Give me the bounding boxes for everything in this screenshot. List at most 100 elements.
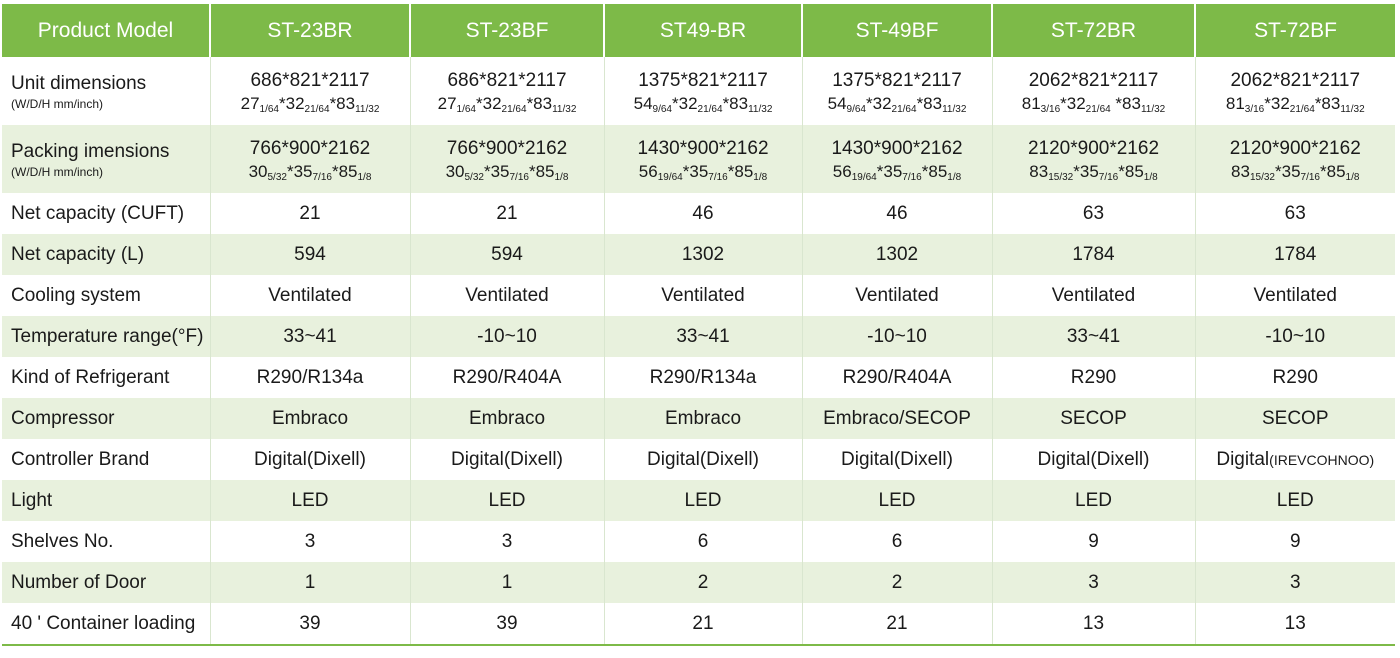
inch-fraction: 3/16	[1040, 103, 1061, 115]
table-cell: 2	[603, 562, 802, 603]
dimension-mm: 2120*900*2162	[1229, 137, 1361, 159]
table-row: Compressor Embraco Embraco Embraco Embraco/S…	[2, 398, 1395, 439]
row-label: Light	[2, 480, 210, 521]
table-cell: 1430*900*2162 5619/64*357/16*851/8	[801, 125, 992, 193]
table-row: Temperature range(°F) 33~41 -10~10 33~41 -10…	[2, 316, 1395, 357]
inch-fraction: 19/64	[657, 171, 683, 183]
cell-value: 1	[501, 571, 513, 593]
cell-value: Ventilated	[465, 284, 549, 306]
inch-fraction: 19/64	[851, 171, 877, 183]
inch-fraction: 15/32	[1249, 171, 1275, 183]
header-model: ST-49BF	[801, 4, 992, 57]
inch-fraction: 3/16	[1244, 103, 1265, 115]
table-cell: 46	[603, 193, 802, 234]
table-cell: 6	[801, 521, 992, 562]
cell-value: SECOP	[1261, 407, 1329, 429]
inch-fraction: 11/32	[1340, 103, 1365, 115]
inch-whole: 27	[240, 93, 260, 113]
cell-value: 46	[692, 202, 714, 224]
cell-value: 33~41	[1066, 325, 1121, 347]
cell-value: 13	[1082, 612, 1105, 634]
row-label: Cooling system	[2, 275, 210, 316]
inch-whole: *32	[1264, 93, 1290, 113]
table-cell: 6	[603, 521, 802, 562]
inch-whole: 81	[1225, 93, 1245, 113]
table-cell: R290	[991, 357, 1195, 398]
inch-whole: *83	[329, 93, 356, 113]
cell-value: Embraco	[468, 407, 546, 429]
table-cell: 9	[991, 521, 1195, 562]
table-cell: Digital(IREVCOHNOO)	[1194, 439, 1395, 480]
inch-whole: *85	[528, 161, 555, 181]
table-cell: Ventilated	[209, 275, 410, 316]
cell-value: R290	[1070, 366, 1117, 388]
cell-value: -10~10	[1265, 325, 1326, 347]
table-cell: 1375*821*2117 549/64*3221/64*8311/32	[603, 57, 802, 125]
cell-value: 594	[491, 243, 523, 265]
inch-whole: *32	[672, 93, 698, 113]
table-cell: 1375*821*2117 549/64*3221/64*8311/32	[801, 57, 992, 125]
inch-fraction: 9/64	[652, 103, 672, 115]
inch-whole: *35	[682, 161, 709, 181]
cell-value: 39	[299, 612, 321, 634]
table-cell: 21	[603, 603, 802, 646]
table-cell: R290	[1194, 357, 1395, 398]
cell-value: SECOP	[1060, 407, 1127, 429]
table-cell: -10~10	[1194, 316, 1395, 357]
cell-value: R290/R134a	[649, 366, 757, 388]
cell-value: LED	[684, 489, 722, 511]
table-cell: 33~41	[603, 316, 802, 357]
cell-value: 63	[1082, 202, 1105, 224]
table-cell: 686*821*2117 271/64*3221/64*8311/32	[409, 57, 604, 125]
inch-whole: *35	[1073, 161, 1099, 181]
table-cell: 1302	[603, 234, 802, 275]
row-label: Kind of Refrigerant	[2, 357, 210, 398]
table-row: Controller Brand Digital(Dixell) Digital(D…	[2, 439, 1395, 480]
inch-whole: 83	[1231, 161, 1250, 181]
cell-value: -10~10	[867, 325, 927, 347]
table-row: Kind of Refrigerant R290/R134a R290/R404A R…	[2, 357, 1395, 398]
table-cell: 2062*821*2117 813/16*3221/64*8311/32	[1194, 57, 1395, 125]
cell-value: 9	[1088, 530, 1099, 552]
inch-whole: 54	[827, 93, 847, 113]
cell-value: LED	[878, 489, 916, 511]
table-cell: 2062*821*2117 813/16*3221/64 *8311/32	[991, 57, 1195, 125]
cell-value: LED	[488, 489, 526, 511]
dimension-inch: 305/32*357/16*851/8	[411, 161, 604, 183]
table-cell: LED	[991, 480, 1195, 521]
dimension-mm: 2062*821*2117	[1028, 69, 1159, 91]
cell-value: 1784	[1274, 243, 1317, 265]
inch-fraction: 11/32	[1140, 103, 1166, 115]
row-label: Compressor	[2, 398, 210, 439]
row-label: Temperature range(°F)	[2, 316, 210, 357]
table-cell: Digital(Dixell)	[209, 439, 410, 480]
inch-whole: *83	[916, 93, 943, 113]
inch-whole: *35	[1275, 161, 1301, 181]
cell-value: 1302	[875, 243, 919, 265]
dimension-inch: 5619/64*357/16*851/8	[605, 161, 802, 183]
row-label: Packing imensions (W/D/H mm/inch)	[2, 125, 210, 193]
inch-whole: *85	[331, 161, 358, 181]
cell-value: 63	[1284, 202, 1306, 224]
table-row: Net capacity (L) 594 594 1302 1302 1784 1784	[2, 234, 1395, 275]
dimension-inch: 8315/32*357/16*851/8	[993, 161, 1195, 183]
inch-fraction: 11/32	[552, 103, 577, 115]
table-cell: 2120*900*2162 8315/32*357/16*851/8	[991, 125, 1195, 193]
row-label: Net capacity (L)	[2, 234, 210, 275]
inch-fraction: 1/8	[1345, 171, 1360, 183]
product-spec-table: Product Model ST-23BR ST-23BF ST49-BR ST…	[2, 4, 1395, 646]
dimension-inch: 305/32*357/16*851/8	[211, 161, 410, 183]
table-cell: 39	[209, 603, 410, 646]
cell-value: Digital	[1216, 448, 1270, 470]
cell-value: 46	[886, 202, 908, 224]
table-cell: LED	[209, 480, 410, 521]
dimension-inch: 813/16*3221/64 *8311/32	[993, 93, 1195, 115]
cell-value: R290/R404A	[842, 366, 952, 388]
table-cell: 3	[991, 562, 1195, 603]
dimension-mm: 1375*821*2117	[832, 69, 962, 91]
dimension-inch: 271/64*3221/64*8311/32	[411, 93, 604, 115]
cell-value: Digital(Dixell)	[451, 448, 563, 470]
unit-dimensions-label: Unit dimensions	[11, 73, 147, 94]
cell-value: 3	[1289, 571, 1301, 593]
inch-whole: *85	[727, 161, 754, 181]
